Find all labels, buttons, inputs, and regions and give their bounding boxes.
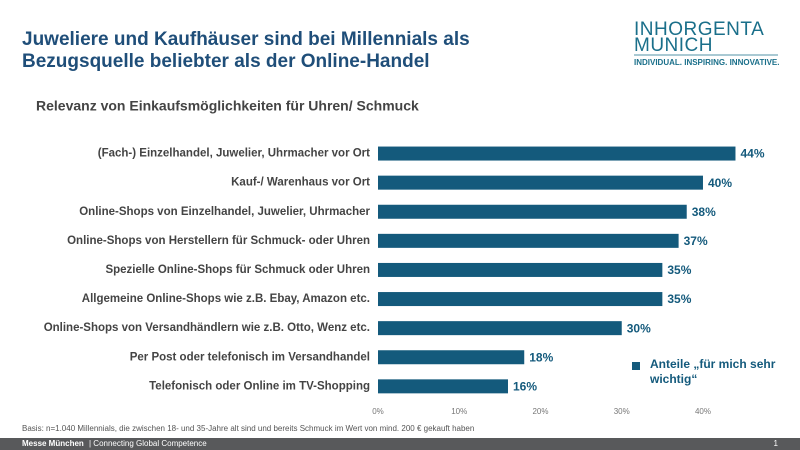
bar <box>378 350 525 365</box>
y-tick-label: Online-Shops von Einzelhandel, Juwelier,… <box>79 206 370 218</box>
y-tick-label: Telefonisch oder Online im TV-Shopping <box>149 380 370 392</box>
value-label: 38% <box>692 205 716 219</box>
value-label: 44% <box>740 147 764 161</box>
footer-tagline: | Connecting Global Competence <box>89 439 207 448</box>
x-tick-label: 10% <box>451 407 467 416</box>
bar <box>378 262 663 277</box>
footnote: Basis: n=1.040 Millennials, die zwischen… <box>22 424 474 433</box>
subtitle: Relevanz von Einkaufsmöglichkeiten für U… <box>36 98 419 114</box>
bar <box>378 146 736 161</box>
legend-swatch <box>632 362 640 370</box>
y-tick-label: Kauf-/ Warenhaus vor Ort <box>231 177 370 189</box>
logo-city: MUNICH <box>634 35 713 56</box>
x-tick-label: 40% <box>695 407 711 416</box>
y-tick-label: Per Post oder telefonisch im Versandhand… <box>130 351 370 363</box>
value-label: 40% <box>708 176 732 190</box>
x-tick-label: 20% <box>532 407 548 416</box>
bar <box>378 321 622 336</box>
bar <box>378 379 508 394</box>
value-label: 16% <box>513 380 537 394</box>
value-label: 37% <box>684 234 708 248</box>
title-line: Bezugsquelle beliebter als der Online-Ha… <box>22 51 430 72</box>
y-tick-label: (Fach-) Einzelhandel, Juwelier, Uhrmache… <box>98 148 370 160</box>
bar <box>378 233 679 248</box>
bar <box>378 292 663 307</box>
y-tick-label: Allgemeine Online-Shops wie z.B. Ebay, A… <box>82 293 370 305</box>
page-number: 1 <box>774 439 779 448</box>
y-tick-label: Online-Shops von Versandhändlern wie z.B… <box>44 322 370 334</box>
logo-slogan: INDIVIDUAL. INSPIRING. INNOVATIVE. <box>634 58 780 67</box>
x-tick-label: 0% <box>372 407 384 416</box>
value-label: 30% <box>627 321 651 335</box>
bar <box>378 204 687 219</box>
value-label: 18% <box>529 350 553 364</box>
bar <box>378 175 703 190</box>
footer-brand: Messe München <box>22 439 84 448</box>
y-tick-label: Online-Shops von Herstellern für Schmuck… <box>67 235 370 247</box>
x-tick-label: 30% <box>614 407 630 416</box>
title-line: Juweliere und Kaufhäuser sind bei Millen… <box>22 29 470 50</box>
value-label: 35% <box>667 263 691 277</box>
legend-label: Anteile „für mich sehr wichtig“ <box>650 357 776 386</box>
footer-bar <box>0 438 800 450</box>
logo-name: INHORGENTA <box>634 19 764 40</box>
value-label: 35% <box>667 292 691 306</box>
y-tick-label: Spezielle Online-Shops für Schmuck oder … <box>105 264 370 276</box>
